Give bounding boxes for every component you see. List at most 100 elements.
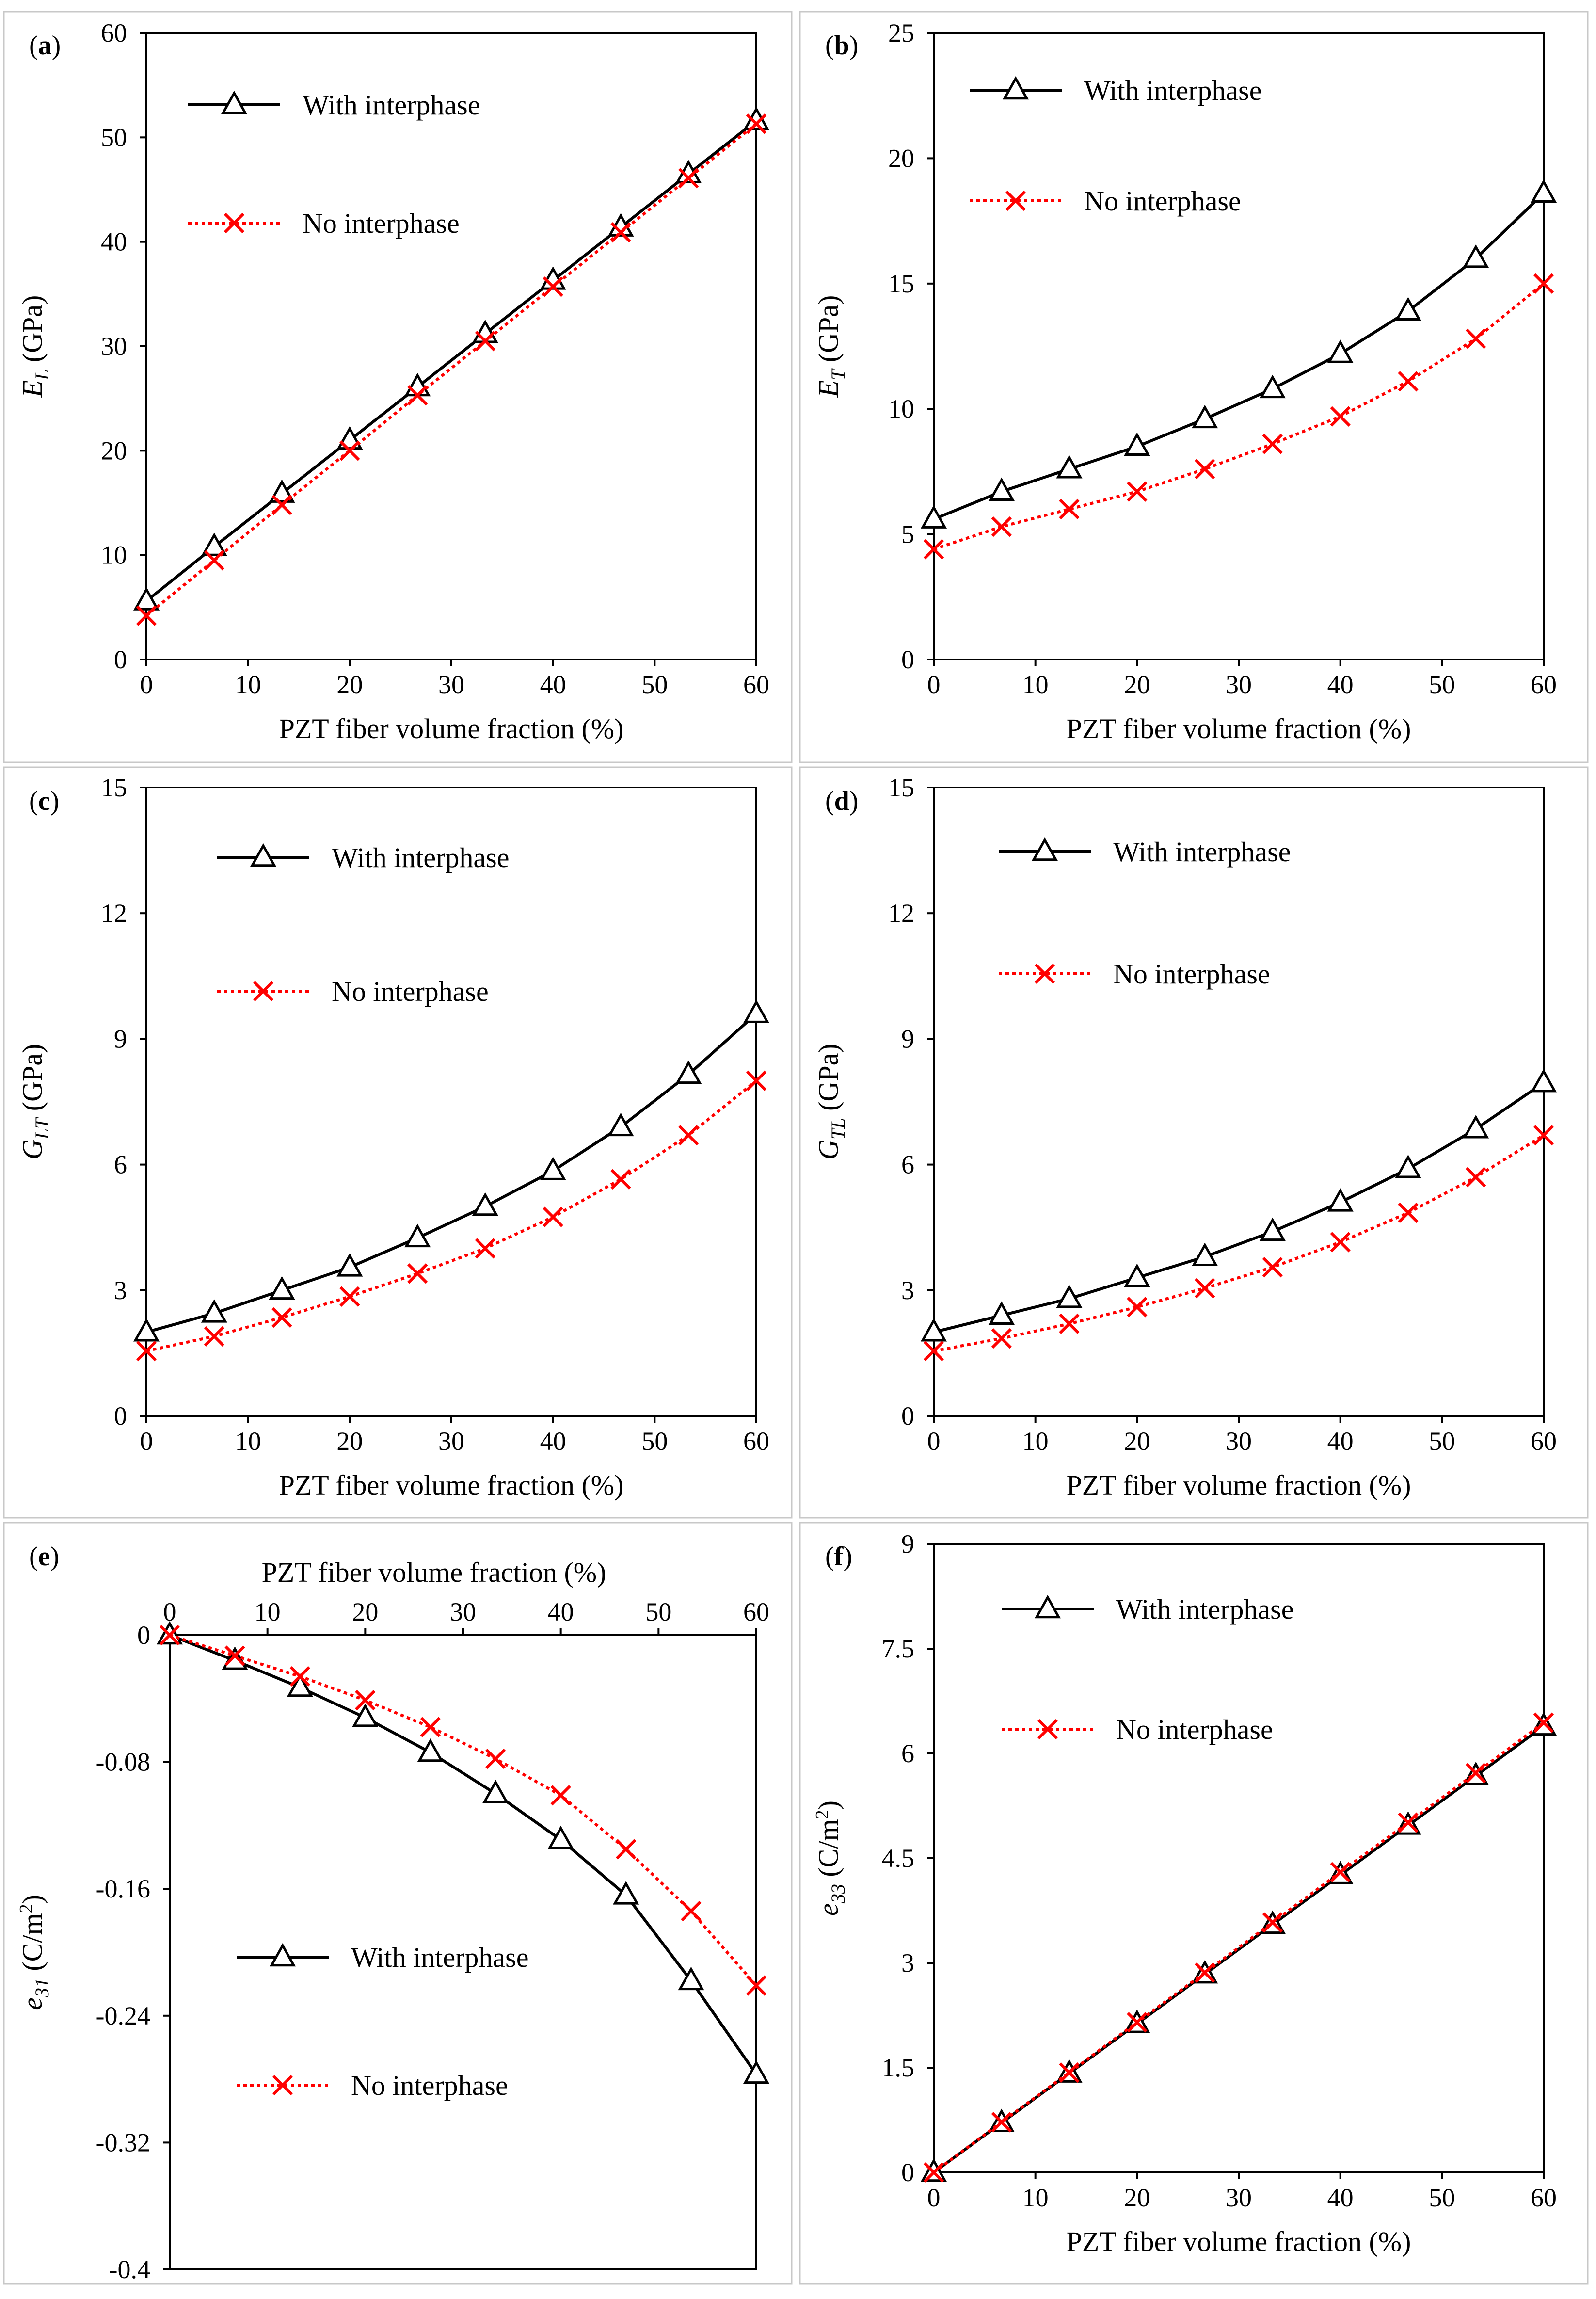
data-point-3-stroke-b (339, 1286, 360, 1307)
data-point-3 (1127, 1297, 1148, 1318)
data-point-7 (607, 1112, 634, 1137)
y-label-unit: (GPa) (16, 295, 48, 370)
y-tick-label: 20 (101, 436, 127, 465)
data-point-3-stroke-b (339, 440, 360, 461)
data-point-5-stroke-b (485, 1748, 506, 1769)
panel-frame (3, 766, 793, 1519)
y-label-symbol: E (16, 380, 48, 398)
x-tick-label: 50 (645, 1597, 671, 1626)
y-tick-label: -0.32 (96, 2128, 150, 2157)
y-tick-label: 0 (114, 645, 127, 674)
data-point-4-stroke-b (1195, 459, 1215, 480)
data-point-7-stroke-b (610, 1169, 631, 1190)
data-point-6 (1327, 339, 1354, 363)
legend-entry-no-interphase: No interphase (970, 185, 1241, 217)
data-point-2 (287, 1673, 313, 1697)
data-point-5-stroke-b (1262, 434, 1283, 454)
data-point-2-stroke-b (271, 495, 292, 515)
data-point-9 (1530, 179, 1557, 203)
data-point-0-stroke-b (923, 1340, 944, 1362)
legend-marker (1002, 76, 1029, 100)
y-label-unit: (GPa) (16, 1044, 48, 1118)
data-point-2-stroke-b (1059, 1313, 1080, 1334)
y-tick-label: -0.08 (96, 1748, 150, 1777)
x-tick-label: 10 (1022, 670, 1049, 699)
data-point-5 (482, 1779, 509, 1803)
x-tick-label: 50 (1429, 1427, 1455, 1456)
data-point-7 (1395, 1155, 1421, 1178)
legend-entry-with-interphase: With interphase (999, 836, 1291, 868)
data-point-2 (271, 495, 292, 515)
panel-letter-text: f (834, 1542, 844, 1572)
x-axis-label: PZT fiber volume fraction (%) (1067, 1469, 1411, 1501)
legend-marker (1031, 837, 1058, 861)
series-with-interphase (156, 1621, 770, 2084)
y-label-subscript: 33 (827, 1884, 849, 1904)
data-point-4 (1192, 1242, 1218, 1266)
panel-letter-open: ( (29, 31, 38, 61)
data-point-1 (988, 1301, 1015, 1325)
x-tick-label: 10 (255, 1597, 281, 1626)
data-point-9-stroke-b (746, 1975, 767, 1996)
data-point-7 (616, 1839, 637, 1860)
data-point-4 (1195, 1278, 1215, 1299)
x-tick-label: 50 (641, 1427, 668, 1456)
series-no-interphase (923, 1712, 1554, 2183)
y-label-superscript: 2 (16, 1904, 36, 1913)
data-point-9 (1533, 1712, 1554, 1733)
data-point-1-stroke-b (991, 516, 1012, 537)
legend-entry-no-interphase: No interphase (217, 976, 489, 1007)
data-point-2 (289, 1666, 310, 1687)
y-tick-label: 0 (901, 645, 914, 674)
panel-frame (799, 1522, 1589, 2285)
data-point-4 (1195, 459, 1215, 480)
legend-entry-no-interphase: No interphase (1002, 1714, 1273, 1745)
data-point-8 (678, 1125, 699, 1146)
data-point-2-stroke-b (271, 1307, 292, 1328)
y-tick-label: 10 (101, 541, 127, 570)
data-point-8-stroke-b (678, 1125, 699, 1146)
x-tick-label: 60 (1531, 670, 1557, 699)
legend-marker (253, 981, 274, 1002)
x-tick-label: 60 (1531, 2183, 1557, 2212)
data-point-2 (269, 479, 295, 503)
data-point-0-stroke-b (923, 539, 944, 560)
data-point-9 (746, 113, 767, 134)
y-label-symbol: G (16, 1139, 48, 1159)
data-point-8 (1466, 1763, 1486, 1784)
y-label-unit: (GPa) (813, 1044, 844, 1118)
data-point-3-stroke-b (355, 1689, 376, 1711)
data-point-5-stroke-b (475, 331, 495, 352)
panel-letter-text: e (38, 1542, 50, 1572)
data-point-8-stroke-b (1466, 328, 1486, 349)
data-point-0 (136, 1340, 157, 1362)
data-point-6-stroke-b (550, 1785, 571, 1806)
x-tick-label: 20 (336, 670, 363, 699)
panel-letter: (f) (825, 1542, 852, 1572)
x-tick-label: 10 (1022, 2183, 1049, 2212)
data-point-6 (1330, 1232, 1351, 1253)
data-point-1 (988, 477, 1015, 501)
legend-entry-with-interphase: With interphase (1002, 1593, 1294, 1625)
legend-marker-stroke-b (223, 212, 245, 234)
legend-entry-no-interphase: No interphase (999, 958, 1270, 990)
data-point-8 (1466, 1167, 1486, 1188)
panel-letter: (b) (825, 31, 858, 61)
x-tick-label: 10 (235, 670, 261, 699)
x-tick-label: 30 (1226, 2183, 1252, 2212)
y-tick-label: -0.4 (109, 2255, 150, 2284)
y-axis-label: EL (GPa) (16, 295, 53, 398)
legend-marker (223, 212, 245, 234)
data-point-7-stroke-b (610, 222, 631, 243)
data-point-5 (1259, 374, 1286, 399)
legend-label: No interphase (1113, 958, 1270, 990)
data-point-2-stroke-b (1059, 2062, 1080, 2083)
data-point-0 (133, 1318, 160, 1342)
y-label-symbol: e (813, 1903, 844, 1916)
data-point-8 (675, 1060, 702, 1084)
data-point-4 (407, 1263, 428, 1284)
data-point-1 (991, 1328, 1012, 1349)
y-label-unit: (GPa) (813, 295, 844, 370)
y-label-subscript: TL (827, 1118, 849, 1140)
